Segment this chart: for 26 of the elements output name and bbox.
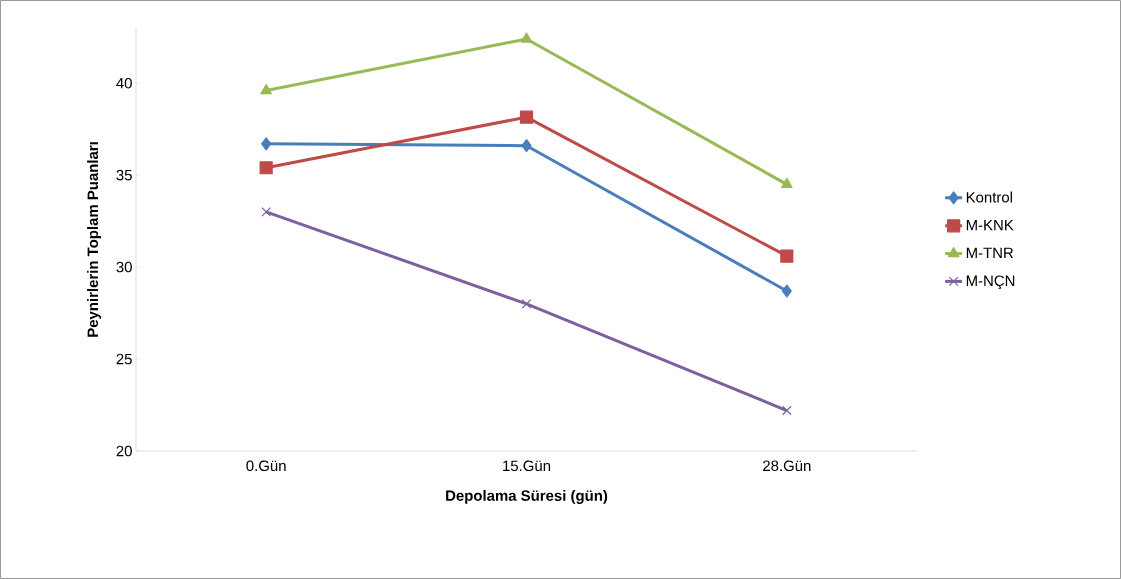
legend-label: M-KNK: [966, 219, 1014, 231]
x-tick-label: 0.Gün: [246, 460, 286, 472]
legend-label: Kontrol: [966, 191, 1012, 203]
legend-label: M-NÇN: [966, 275, 1015, 290]
point: [520, 32, 533, 43]
y-axis-title: Peynirlerin Toplam Puanları: [87, 142, 102, 337]
x-axis-title: Depolama Süresi (gün): [446, 489, 608, 504]
point: [521, 299, 532, 309]
y-tick-label: 30: [116, 261, 132, 273]
y-tick-label: 20: [116, 445, 132, 457]
point: [781, 177, 793, 188]
y-tick-label: 40: [116, 77, 132, 89]
point: [259, 161, 273, 175]
legend-label: M-TNR: [966, 247, 1014, 258]
point: [261, 137, 272, 151]
point: [260, 83, 272, 95]
y-tick-label: 25: [116, 353, 132, 365]
x-tick-label: 28.Gün: [763, 460, 811, 472]
y-tick-label: 35: [116, 169, 132, 181]
x-tick-label: 15.Gün: [503, 460, 551, 472]
point: [519, 110, 534, 124]
point: [782, 405, 792, 416]
point: [261, 207, 272, 217]
point: [521, 139, 532, 153]
point: [780, 249, 794, 263]
point: [781, 284, 792, 298]
